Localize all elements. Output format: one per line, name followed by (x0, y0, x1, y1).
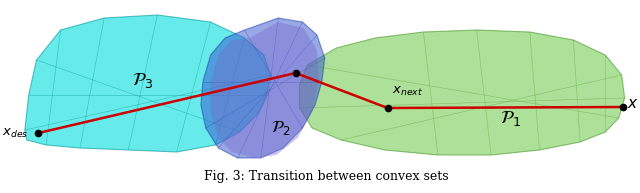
Text: $\mathcal{P}_3$: $\mathcal{P}_3$ (132, 70, 154, 90)
Polygon shape (201, 18, 324, 158)
Polygon shape (300, 30, 625, 155)
Text: $x_{next}$: $x_{next}$ (392, 85, 424, 98)
Text: Fig. 3: Transition between convex sets: Fig. 3: Transition between convex sets (204, 170, 449, 183)
Text: $\mathcal{P}_2$: $\mathcal{P}_2$ (271, 119, 290, 137)
Text: $x_{des}$: $x_{des}$ (3, 126, 29, 140)
Polygon shape (211, 22, 319, 158)
Text: $x$: $x$ (627, 97, 638, 111)
Text: $\mathcal{P}_1$: $\mathcal{P}_1$ (500, 108, 521, 128)
Polygon shape (25, 15, 271, 152)
